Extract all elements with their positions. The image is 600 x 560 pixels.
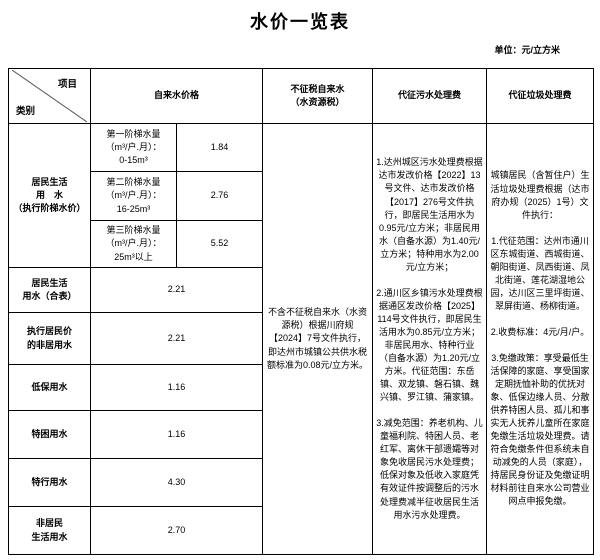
row-label-residential-tiered: 居民生活 用 水 （执行阶梯水价） [8,123,91,268]
garbage-note-2: 2.收费标准：4元/月/户。 [490,326,590,337]
corner-header-item: 项目 [57,79,77,90]
price-subsistence-allowance: 1.16 [89,364,264,411]
table-row: 特行用水 4.30 [8,458,594,507]
table-row: 第二阶梯水量 （m³/户.月）： 16-25m³ 2.76 [9,171,594,221]
header-sewage-fee: 代征污水处理费 [372,68,488,124]
diagonal-divider-icon [12,70,87,122]
garbage-note-3: 3.免缴政策：享受最低生活保障的家庭、享受国家定期抚恤补助的优抚对象、低保边缘人… [490,352,590,507]
row-label-nonresident-at-resident-price: 执行居民价 的非居用水 [8,312,91,365]
table-row: 居民生活 用 水 （执行阶梯水价） 第一阶梯水量 （m³/户.月）： 0-15m… [8,123,595,555]
table-header-row: 项目 类别 自来水价格 不征税自来水 （水资源税） 代征污水处理费 代征垃圾处理… [8,68,595,124]
table-row: 执行居民价 的非居用水 2.21 [8,312,594,365]
page-title: 水价一览表 [250,12,350,32]
row-label-extreme-poverty: 特困用水 [8,410,91,459]
tier2-price: 2.76 [175,171,264,221]
corner-header-category: 类别 [16,106,36,118]
tier1-name: 第一阶梯水量 （m³/户.月）： 0-15m³ [90,123,177,172]
header-garbage-fee: 代征垃圾处理费 [486,68,595,124]
header-untaxed-water: 不征税自来水 （水资源税） [262,68,374,124]
table-row: 居民生活 用水（合表） 2.21 [8,267,594,313]
table-row: 非居民 生活用水 2.70 [8,506,594,555]
sewage-note-cell: 1.达州城区污水处理费根据达市发改价格【2022】13号文件、达市发改价格【20… [372,123,488,555]
table-row: 低保用水 1.16 [8,364,594,411]
garbage-note-1: 1.代征范围：达州市通川区东城街道、西城街道、朝阳街道、凤西街道、凤北街道、莲花… [490,235,590,311]
corner-header-cell: 项目 类别 [8,68,91,124]
price-nonresidential: 2.70 [89,506,264,555]
sewage-note-3: 3.减免范围：养老机构、儿童福利院、特困人员、老红军、离休干部遗孀等对象免收居民… [376,418,483,520]
row-label-special-industry: 特行用水 [8,458,91,507]
untaxed-note-text: 不含不征税自来水（水资源税）根据川府规【2024】7号文件执行，即达州市城镇公共… [267,307,369,370]
water-price-table: 项目 类别 自来水价格 不征税自来水 （水资源税） 代征污水处理费 代征垃圾处理… [8,68,595,555]
row-label-subsistence-allowance: 低保用水 [8,364,91,411]
tier2-name: 第二阶梯水量 （m³/户.月）： 16-25m³ [90,171,177,221]
sewage-note-2: 2.通川区乡镇污水处理费根据通区发改价格【2025】114号文件执行，即居民生活… [376,287,483,403]
row-label-residential-combined: 居民生活 用水（合表） [8,267,91,313]
tier3-price: 5.52 [175,220,264,268]
untaxed-note-cell: 不含不征税自来水（水资源税）根据川府规【2024】7号文件执行，即达州市城镇公共… [262,123,374,555]
tier1-price: 1.84 [175,123,264,172]
price-residential-combined: 2.21 [89,267,264,313]
unit-note: 单位：元/立方米 [494,45,560,55]
garbage-note-0: 城镇居民（含暂住户）生活垃圾处理费根据（达市府办规（2025）1号）文件执行： [490,170,590,220]
price-extreme-poverty: 1.16 [89,410,264,459]
price-nonresident-at-resident-price: 2.21 [89,312,264,365]
row-label-nonresidential: 非居民 生活用水 [8,506,91,555]
garbage-note-cell: 城镇居民（含暂住户）生活垃圾处理费根据（达市府办规（2025）1号）文件执行： … [486,123,595,555]
price-special-industry: 4.30 [89,458,264,507]
table-row: 第三阶梯水量 （m³/户.月）： 25m³以上 5.52 [9,220,594,268]
header-tap-water-price: 自来水价格 [89,68,264,124]
sewage-note-1: 1.达州城区污水处理费根据达市发改价格【2022】13号文件、达市发改价格【20… [376,157,483,272]
tier3-name: 第三阶梯水量 （m³/户.月）： 25m³以上 [90,220,177,268]
